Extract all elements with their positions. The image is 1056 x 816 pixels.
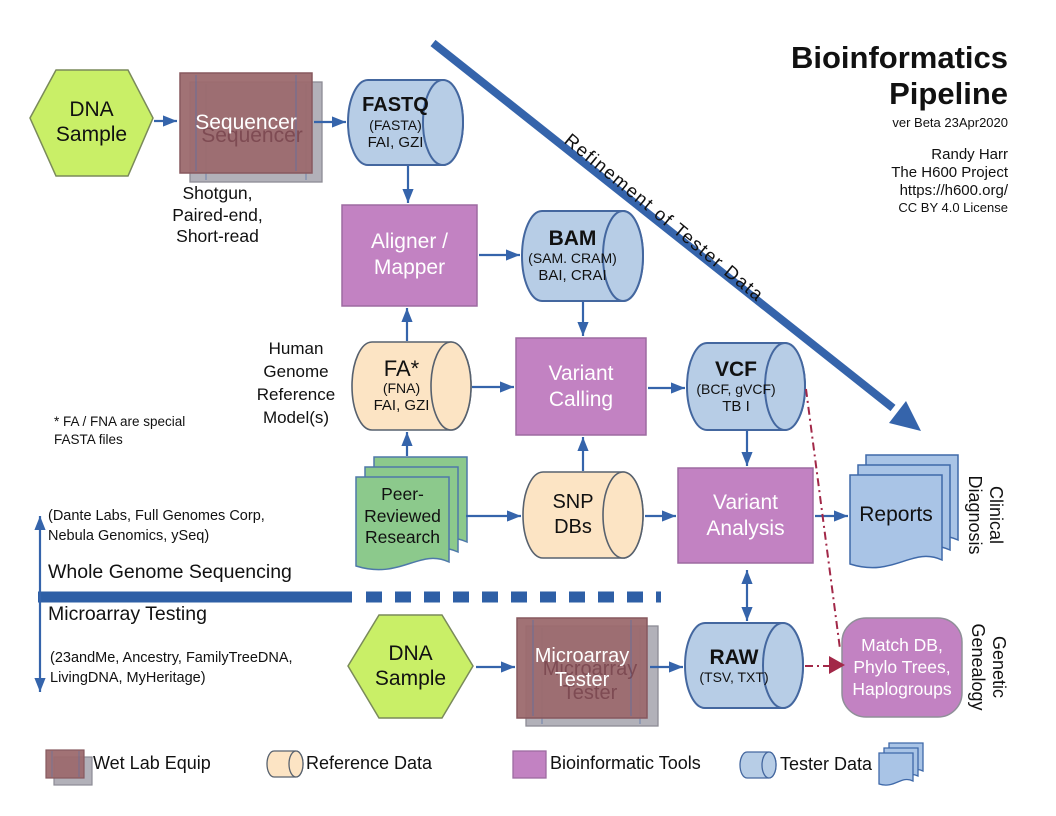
fastq-line3: FAI, GZI — [367, 134, 424, 151]
microarray-tester-label: Microarray Tester — [534, 645, 630, 691]
fastq-label: FASTQ (FASTA) FAI, GZI — [348, 82, 443, 164]
bam-line2: (SAM. CRAM) — [528, 250, 617, 266]
peer-reviewed-research-label: Peer- Reviewed Research — [364, 484, 441, 547]
variant-calling-label: Variant Calling — [548, 362, 614, 411]
clinical-diagnosis-label: Clinical Diagnosis — [965, 475, 1006, 555]
dna-sample-wgs-label: DNA Sample — [55, 98, 128, 146]
fa-line3: FAI, GZI — [373, 397, 430, 414]
legend-reference-label: Reference Data — [306, 753, 433, 773]
vcf-label: VCF (BCF, gVCF) TB I — [687, 345, 785, 428]
aligner-mapper-box — [341, 204, 478, 307]
snp-dbs-text: SNP DBs — [552, 491, 594, 538]
title-block: Bioinformatics Pipeline ver Beta 23Apr20… — [791, 40, 1008, 216]
snp-dbs-label: SNP DBs — [523, 474, 623, 556]
fasta-footnote: * FA / FNA are special FASTA files — [54, 414, 186, 447]
bam-line3: BAI, CRAI — [538, 267, 607, 284]
microarray-tester-box — [516, 617, 659, 727]
dna-sample-hexagon-wgs — [29, 69, 154, 177]
fa-title: FA* — [383, 356, 420, 381]
microarray-section-title: Microarray Testing — [48, 603, 207, 625]
legend-tools-label: Bioinformatic Tools — [550, 753, 701, 773]
legend-wetlab-icon — [45, 749, 93, 786]
raw-line2: (TSV, TXT) — [699, 668, 769, 685]
page-title: Bioinformatics Pipeline — [790, 40, 1008, 111]
microarray-companies-note: (23andMe, Ancestry, FamilyTreeDNA, Livin… — [50, 650, 293, 686]
author: Randy Harr — [931, 146, 1008, 163]
legend-tester-docs-icon — [878, 742, 924, 786]
bam-label: BAM (SAM. CRAM) BAI, CRAI — [522, 213, 623, 299]
match-db-label: Match DB, Phylo Trees, Haplogroups — [852, 635, 952, 699]
raw-cylinder — [684, 622, 804, 709]
sequencer-ghost-label: Sequencer — [201, 124, 303, 147]
flow-arrows — [154, 115, 848, 673]
bam-title: BAM — [548, 227, 597, 250]
fa-cylinder — [351, 341, 472, 431]
legend-tester-label: Tester Data — [780, 754, 873, 774]
raw-label: RAW (TSV, TXT) — [685, 625, 783, 706]
dna-sample-hexagon-array — [347, 614, 474, 719]
sequencer-label: Sequencer — [195, 111, 297, 134]
legend-tools-icon — [512, 750, 547, 779]
variant-calling-box — [515, 337, 647, 436]
credits: Randy Harr The H600 Project https://h600… — [791, 146, 1008, 216]
matchdb-arrowhead — [829, 656, 845, 674]
vcf-line3: TB I — [722, 397, 750, 415]
license: CC BY 4.0 License — [898, 200, 1008, 215]
project: The H600 Project — [891, 164, 1008, 181]
legend-tester-icon — [739, 751, 777, 779]
vcf-line2: (BCF, gVCF) — [696, 380, 776, 397]
reports-docs — [849, 454, 959, 569]
sequencing-method-note: Shotgun, Paired-end, Short-read — [172, 183, 263, 246]
genetic-genealogy-label: Genetic Genealogy — [968, 623, 1009, 711]
legend-reference-icon — [266, 750, 304, 778]
variant-analysis-label: Variant Analysis — [706, 491, 785, 540]
vcf-title: VCF — [715, 357, 757, 381]
project-url[interactable]: https://h600.org/ — [899, 182, 1008, 199]
vcf-raw-to-matchdb-links — [805, 388, 841, 667]
fastq-title: FASTQ — [362, 94, 429, 116]
refinement-arrow — [430, 39, 921, 431]
fa-label: FA* (FNA) FAI, GZI — [352, 344, 451, 428]
fastq-cylinder — [347, 79, 464, 166]
snp-dbs-cylinder — [522, 471, 644, 559]
reference-model-note: Human Genome Reference Model(s) — [256, 339, 336, 427]
peer-reviewed-research-docs — [355, 456, 468, 571]
legend-wetlab-label: Wet Lab Equip — [93, 753, 211, 773]
fastq-line2: (FASTA) — [369, 117, 422, 133]
match-db-box — [841, 617, 963, 718]
wgs-section-title: Whole Genome Sequencing — [48, 561, 292, 583]
bam-cylinder — [521, 210, 644, 302]
sequencer-box — [179, 72, 323, 183]
raw-title: RAW — [709, 645, 759, 669]
variant-analysis-box — [677, 467, 814, 564]
wgs-companies-note: (Dante Labs, Full Genomes Corp, Nebula G… — [48, 508, 265, 544]
fa-line2: (FNA) — [382, 380, 421, 396]
aligner-mapper-label: Aligner / Mapper — [370, 230, 449, 279]
dna-sample-array-label: DNA Sample — [374, 642, 447, 690]
vcf-cylinder — [686, 342, 806, 431]
version-label: ver Beta 23Apr2020 — [892, 115, 1008, 130]
microarray-tester-ghost-label: Microarray Tester — [542, 658, 638, 704]
reports-label: Reports — [859, 503, 933, 526]
